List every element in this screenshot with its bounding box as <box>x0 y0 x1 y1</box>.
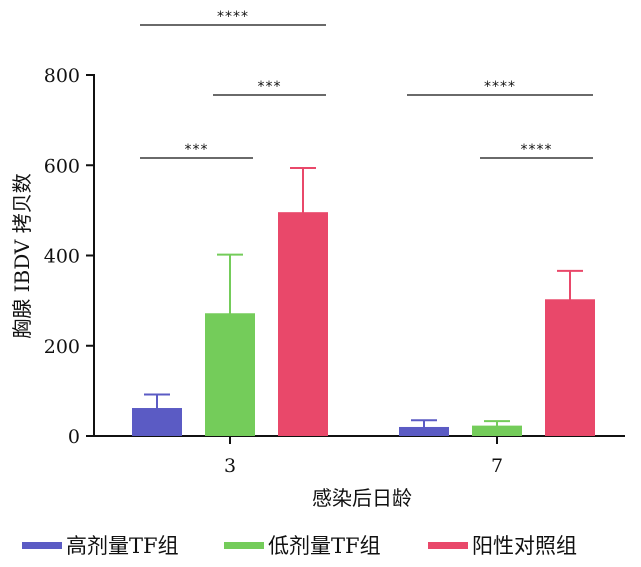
legend-item: 高剂量TF组 <box>22 534 179 558</box>
x-tick-label: 3 <box>224 455 236 477</box>
significance-bracket: **** <box>140 9 326 26</box>
y-tick-label: 200 <box>44 336 80 358</box>
error-bar <box>557 269 583 329</box>
significance-label: **** <box>484 79 516 95</box>
error-bar <box>290 166 316 258</box>
legend-item: 阳性对照组 <box>428 534 577 558</box>
legend-swatch <box>428 542 468 549</box>
y-tick-label: 400 <box>44 246 80 268</box>
error-bar <box>484 420 510 432</box>
error-bars <box>144 166 583 435</box>
y-tick-label: 800 <box>44 65 80 87</box>
significance-bracket: *** <box>213 79 326 96</box>
significance-brackets: ****************** <box>140 9 593 159</box>
bars <box>132 212 595 436</box>
y-axis-title: 胸腺 IBDV 拷贝数 <box>10 173 34 338</box>
legend-label: 低剂量TF组 <box>268 534 381 558</box>
significance-label: **** <box>217 9 249 25</box>
significance-bracket: **** <box>407 79 593 96</box>
y-ticks: 0 200 400 600 800 <box>44 65 94 448</box>
legend-label: 高剂量TF组 <box>66 534 179 558</box>
significance-bracket: **** <box>480 142 593 159</box>
error-bar <box>144 393 170 423</box>
legend-swatch <box>224 542 264 549</box>
legend-item: 低剂量TF组 <box>224 534 381 558</box>
error-bar <box>411 419 437 435</box>
significance-label: *** <box>185 142 209 158</box>
significance-label: *** <box>258 79 282 95</box>
legend-swatch <box>22 542 62 549</box>
y-tick-label: 600 <box>44 155 80 177</box>
legend: 高剂量TF组 低剂量TF组 阳性对照组 <box>22 534 577 558</box>
error-bar <box>217 253 243 373</box>
x-tick-label: 7 <box>491 455 503 477</box>
y-tick-label: 0 <box>68 426 80 448</box>
significance-bracket: *** <box>140 142 253 159</box>
x-axis-title: 感染后日龄 <box>312 486 412 510</box>
significance-label: **** <box>521 142 553 158</box>
legend-label: 阳性对照组 <box>472 534 577 558</box>
